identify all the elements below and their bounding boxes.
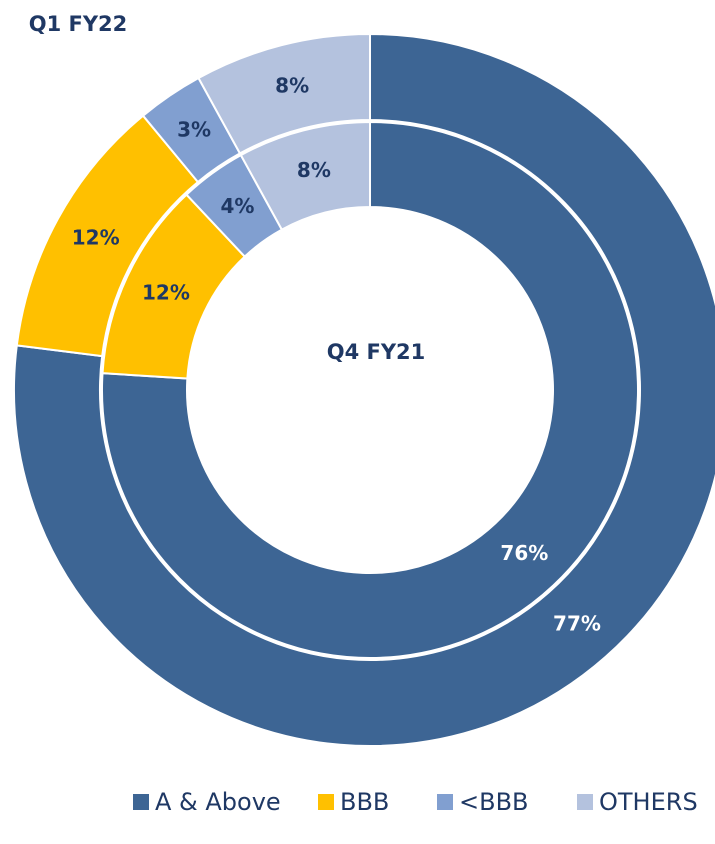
- legend-label: BBB: [340, 788, 389, 816]
- donut-slice: [197, 32, 371, 155]
- legend-swatch: [577, 794, 593, 810]
- value-label: 8%: [275, 73, 309, 97]
- legend-swatch: [318, 794, 334, 810]
- donut-slice: [239, 120, 371, 231]
- legend-label: <BBB: [459, 788, 529, 816]
- legend-swatch: [437, 794, 453, 810]
- value-label: 12%: [142, 280, 190, 304]
- legend-label: OTHERS: [599, 788, 698, 816]
- value-label: 76%: [500, 541, 548, 565]
- value-label: 8%: [297, 158, 331, 182]
- value-label: 12%: [72, 226, 120, 250]
- value-label: 3%: [177, 118, 211, 142]
- legend-swatch: [133, 794, 149, 810]
- value-label: 4%: [220, 194, 254, 218]
- legend-label: A & Above: [155, 788, 281, 816]
- donut-slice: [101, 120, 639, 659]
- inner-ring-title: Q4 FY21: [327, 340, 426, 364]
- donut-slice: [13, 32, 715, 747]
- value-label: 77%: [553, 611, 601, 635]
- outer-ring-title: Q1 FY22: [29, 12, 128, 36]
